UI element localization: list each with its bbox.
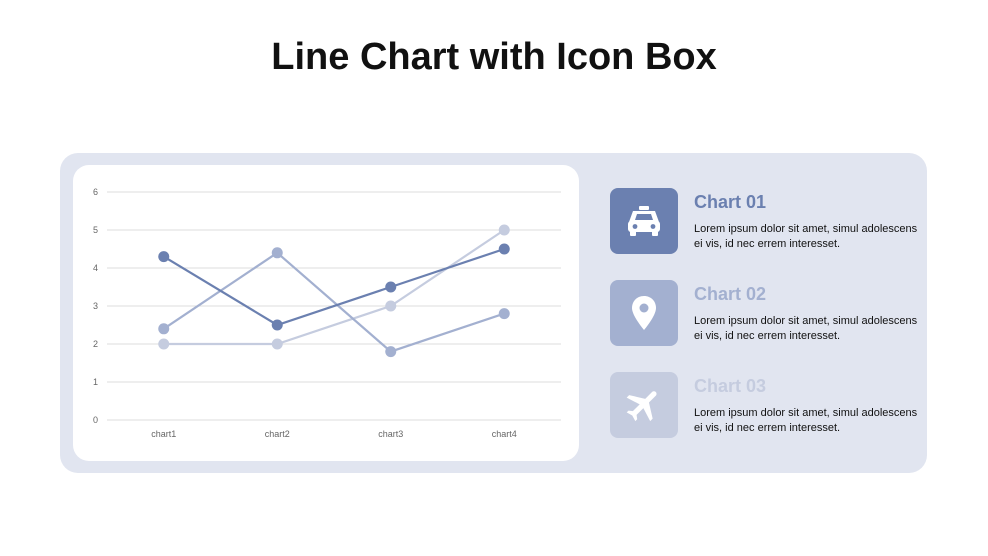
data-point-series-2 bbox=[498, 308, 510, 320]
x-tick-label: chart1 bbox=[151, 429, 176, 439]
y-tick-label: 6 bbox=[93, 187, 98, 197]
y-tick-label: 1 bbox=[93, 377, 98, 387]
y-tick-label: 4 bbox=[93, 263, 98, 273]
icon-box-3 bbox=[610, 372, 678, 438]
item-description: Lorem ipsum dolor sit amet, simul adoles… bbox=[694, 407, 918, 434]
data-point-series-1 bbox=[271, 319, 283, 331]
x-tick-label: chart2 bbox=[265, 429, 290, 439]
icon-box-2 bbox=[610, 280, 678, 346]
data-point-series-3 bbox=[498, 224, 510, 236]
item-description: Lorem ipsum dolor sit amet, simul adoles… bbox=[694, 315, 918, 342]
item-title: Chart 01 bbox=[694, 192, 767, 212]
info-item-2: Chart 02 Lorem ipsum dolor sit amet, sim… bbox=[610, 280, 917, 346]
y-tick-label: 0 bbox=[93, 415, 98, 425]
data-point-series-1 bbox=[498, 243, 510, 255]
series-line-1 bbox=[163, 247, 505, 327]
item-title: Chart 03 bbox=[694, 376, 767, 396]
chart-card: 0 1 2 3 4 5 6 chart1 chart2 chart3 chart4 bbox=[73, 165, 579, 461]
y-tick-label: 2 bbox=[93, 339, 98, 349]
icon-box-1 bbox=[610, 188, 678, 254]
info-item-1: Chart 01 Lorem ipsum dolor sit amet, sim… bbox=[610, 188, 917, 254]
y-tick-label: 3 bbox=[93, 301, 98, 311]
line-chart: 0 1 2 3 4 5 6 chart1 chart2 chart3 chart4 bbox=[93, 187, 561, 439]
data-point-series-3 bbox=[271, 338, 283, 350]
page-title: Line Chart with Icon Box bbox=[271, 36, 717, 78]
data-point-series-3 bbox=[385, 300, 397, 312]
data-point-series-2 bbox=[158, 323, 170, 335]
data-point-series-2 bbox=[385, 346, 397, 358]
item-title: Chart 02 bbox=[694, 284, 767, 304]
location-pin-icon bbox=[632, 296, 656, 330]
item-description: Lorem ipsum dolor sit amet, simul adoles… bbox=[694, 223, 918, 250]
y-tick-label: 5 bbox=[93, 225, 98, 235]
data-point-series-1 bbox=[385, 281, 397, 293]
airplane-icon bbox=[626, 391, 657, 422]
data-point-series-2 bbox=[271, 247, 283, 259]
x-tick-label: chart4 bbox=[492, 429, 517, 439]
x-tick-label: chart3 bbox=[378, 429, 403, 439]
data-point-series-3 bbox=[158, 338, 170, 350]
info-item-3: Chart 03 Lorem ipsum dolor sit amet, sim… bbox=[610, 372, 917, 438]
data-point-series-1 bbox=[158, 251, 170, 263]
taxi-icon bbox=[628, 206, 660, 236]
